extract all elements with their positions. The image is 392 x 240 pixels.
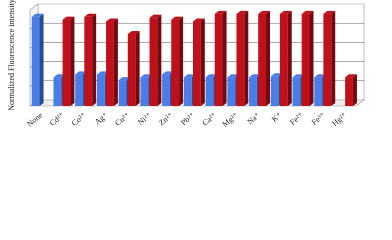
bar-top <box>127 31 140 34</box>
bar <box>227 77 236 106</box>
bar-top <box>270 73 283 77</box>
x-tick-label: K⁺ <box>270 111 283 124</box>
bar <box>292 77 301 106</box>
bar-side <box>70 16 75 107</box>
bar-top <box>84 13 97 17</box>
bar-top <box>214 10 227 14</box>
bar <box>149 17 158 106</box>
bar-top <box>31 13 44 17</box>
bar-side <box>113 18 118 106</box>
bar <box>53 77 62 106</box>
bar-side <box>200 18 205 106</box>
bar-side <box>331 10 336 107</box>
x-tick-label: Pb²⁺ <box>179 111 196 128</box>
bar-top <box>106 18 118 22</box>
bar-side <box>135 31 140 106</box>
bar-side <box>287 10 292 107</box>
bar-top <box>149 14 162 18</box>
x-tick-label: Cd²⁺ <box>48 111 66 128</box>
bar <box>75 74 84 106</box>
bar-top <box>227 74 240 78</box>
bar <box>323 13 332 107</box>
bar <box>106 21 114 106</box>
bar-top <box>345 74 357 78</box>
bar-top <box>96 71 109 75</box>
bar-top <box>118 77 131 81</box>
bar-top <box>249 74 261 78</box>
bar-top <box>140 74 153 78</box>
bar <box>236 13 245 107</box>
bar-top <box>162 71 174 75</box>
bar-side <box>157 14 162 106</box>
bar <box>205 77 214 106</box>
chart: Normalized Fluorescence intensity None Cd… <box>7 0 365 129</box>
bar-side <box>244 10 249 107</box>
y-axis-label: Normalized Fluorescence intensity <box>7 0 16 111</box>
bar-side <box>222 10 227 107</box>
bar <box>301 13 310 107</box>
bar <box>96 74 105 106</box>
bar-side <box>352 74 357 106</box>
bar-top <box>258 10 271 14</box>
x-tick-label: Fe²⁺ <box>288 111 305 127</box>
bar-top <box>183 74 196 78</box>
bar-top <box>75 71 88 75</box>
bar <box>62 19 71 107</box>
x-tick-label: Hg²⁺ <box>330 111 348 128</box>
bar <box>193 21 201 106</box>
bar-top <box>301 10 314 14</box>
x-tick-label: Fe³⁺ <box>310 111 327 127</box>
x-tick-label: Ni²⁺ <box>136 111 153 127</box>
bar-top <box>62 16 75 20</box>
bar-top <box>193 18 205 22</box>
bar-top <box>279 10 292 14</box>
x-tick-label: Co²⁺ <box>70 111 88 128</box>
x-tick-label: Zn²⁺ <box>157 111 175 128</box>
bar <box>345 77 353 106</box>
bar <box>183 77 192 106</box>
x-tick-label: Ca²⁺ <box>201 111 219 128</box>
bar-side <box>309 10 314 107</box>
bar-top <box>292 74 305 78</box>
bar <box>249 77 257 106</box>
bar <box>279 13 288 107</box>
bar <box>140 77 149 106</box>
bar-side <box>92 13 97 106</box>
bar-top <box>171 16 184 20</box>
x-tick-label: Ag⁺ <box>93 111 110 127</box>
bar-side <box>39 13 44 106</box>
bar <box>118 80 127 106</box>
bar <box>171 19 180 107</box>
bar-top <box>314 74 327 78</box>
bar-top <box>236 10 249 14</box>
bar-top <box>323 10 336 14</box>
bar <box>270 76 279 106</box>
bar <box>162 74 170 106</box>
x-tick-label: None <box>25 110 44 128</box>
bar-top <box>205 74 218 78</box>
bar <box>84 16 93 106</box>
bar-side <box>266 10 271 107</box>
bar-side <box>179 16 184 107</box>
bar <box>127 34 136 106</box>
bar <box>214 13 223 107</box>
x-tick-label: Mg²⁺ <box>221 111 240 129</box>
bar <box>31 16 40 106</box>
x-tick-label: Cu²⁺ <box>113 111 131 128</box>
bar <box>258 13 267 107</box>
bar <box>314 77 323 106</box>
bar-top <box>53 74 66 78</box>
x-tick-label: Na⁺ <box>245 111 261 127</box>
